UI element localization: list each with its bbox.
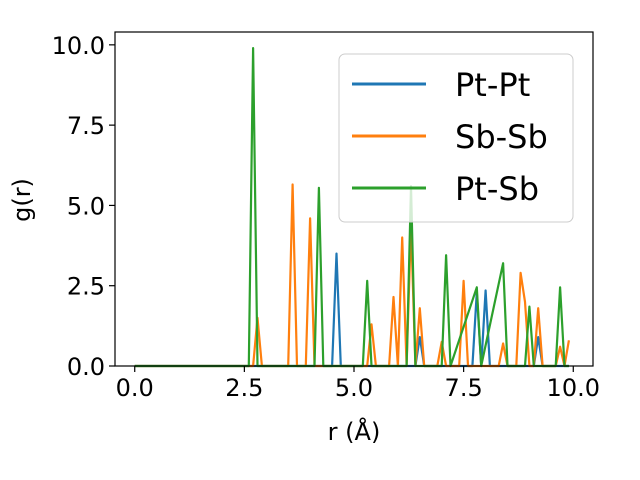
y-axis-ticks: 0.0 2.5 5.0 7.5 10.0 (52, 32, 115, 381)
x-tick-label: 0.0 (116, 374, 154, 402)
legend-label-pt-sb: Pt-Sb (455, 170, 539, 208)
y-tick-label: 10.0 (52, 32, 105, 60)
x-axis-ticks: 0.0 2.5 5.0 7.5 10.0 (116, 366, 600, 402)
legend-label-sb-sb: Sb-Sb (455, 118, 548, 156)
legend-label-pt-pt: Pt-Pt (455, 66, 530, 104)
x-tick-label: 7.5 (445, 374, 483, 402)
x-tick-label: 2.5 (225, 374, 263, 402)
y-axis-label: g(r) (8, 178, 36, 222)
series-line-pt-sb (134, 46, 569, 368)
x-axis-label: r (Å) (328, 417, 381, 446)
x-tick-label: 10.0 (547, 374, 600, 402)
y-tick-label: 7.5 (67, 112, 105, 140)
y-tick-label: 2.5 (67, 273, 105, 301)
legend: Pt-Pt Sb-Sb Pt-Sb (338, 53, 574, 223)
legend-box (338, 53, 574, 223)
x-tick-label: 5.0 (335, 374, 373, 402)
y-tick-label: 0.0 (67, 353, 105, 381)
y-tick-label: 5.0 (67, 192, 105, 220)
